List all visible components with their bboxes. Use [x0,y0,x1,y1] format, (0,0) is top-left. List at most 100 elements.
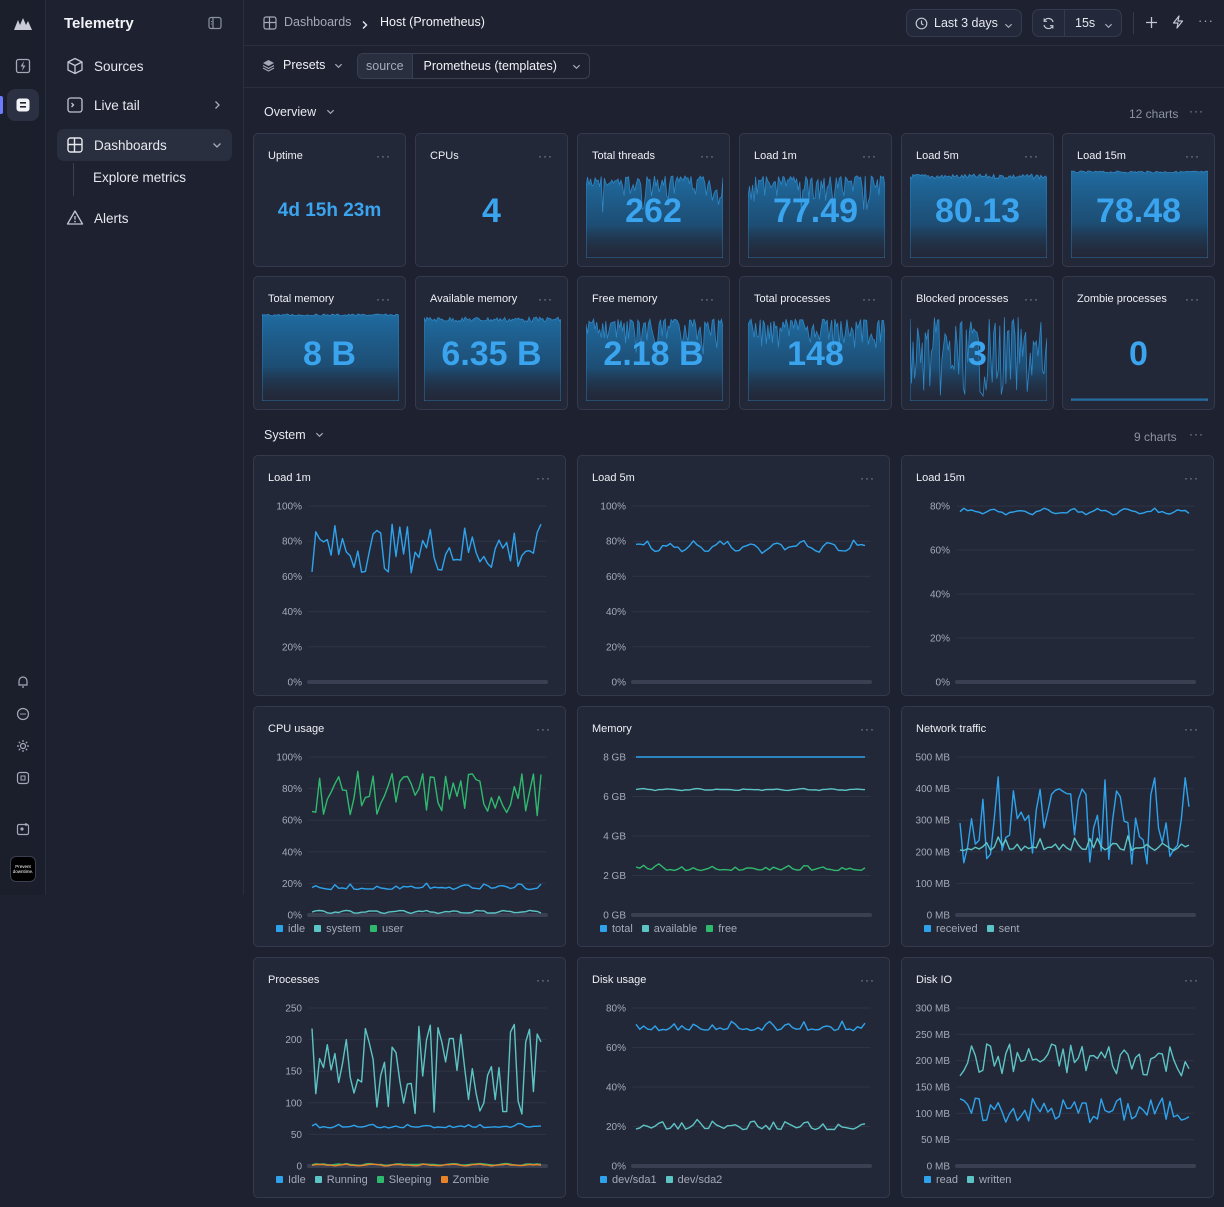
source-filter[interactable]: source Prometheus (templates) [357,53,590,79]
chart-card[interactable]: CPU usage ··· 100% 80% 60% 40% 20% 0% idle system… [253,706,566,947]
more-icon[interactable]: ··· [860,973,875,987]
breadcrumb-root[interactable]: Dashboards [284,15,352,29]
legend-item[interactable]: Running [314,1174,368,1186]
refresh-icon[interactable] [1033,10,1065,36]
more-icon[interactable]: ··· [1184,722,1199,736]
more-icon[interactable]: ··· [538,292,553,306]
stat-card[interactable]: Total processes ··· 148 [739,276,892,410]
chart-card[interactable]: Load 1m ··· 100% 80% 60% 40% 20% 0% [253,455,566,696]
stat-card[interactable]: Available memory ··· 6.35 B [415,276,568,410]
chart-card[interactable]: Processes ··· 250 200 150 100 50 0 Idle Running Sl… [253,957,566,1198]
chart-card[interactable]: Load 15m ··· 80% 60% 40% 20% 0% [901,455,1214,696]
legend-item[interactable]: Zombie [440,1174,489,1186]
logo-icon[interactable] [7,8,39,40]
command-icon[interactable] [7,762,39,794]
stat-card[interactable]: Free memory ··· 2.18 B [577,276,730,410]
legend-item[interactable]: idle [276,923,305,935]
sidebar-item-live-tail[interactable]: Live tail [57,89,232,121]
chat-icon[interactable] [7,698,39,730]
source-filter-key: source [358,54,413,78]
more-icon[interactable]: ··· [1189,427,1204,441]
sidebar-item-dashboards[interactable]: Dashboards [57,129,232,161]
y-tick-label: 0 GB [603,911,626,922]
sidebar-item-sources[interactable]: Sources [57,50,232,82]
legend-item[interactable]: free [706,923,737,935]
plus-icon[interactable] [1145,16,1158,34]
series-line [311,770,542,817]
more-icon[interactable]: ··· [860,471,875,485]
more-icon[interactable]: ··· [1184,471,1199,485]
more-icon[interactable]: ··· [1184,973,1199,987]
chart-card[interactable]: Load 5m ··· 100% 80% 60% 40% 20% 0% [577,455,890,696]
presets-button[interactable]: Presets [262,58,343,72]
more-icon[interactable]: ··· [1185,292,1200,306]
stat-card[interactable]: Total memory ··· 8 B [253,276,406,410]
more-icon[interactable]: ··· [700,149,715,163]
legend-item[interactable]: available [641,923,697,935]
more-icon[interactable]: ··· [862,292,877,306]
legend-item[interactable]: read [924,1174,958,1186]
stat-value: 8 B [303,335,356,373]
legend-item[interactable]: dev/sda1 [600,1174,657,1186]
chart-card[interactable]: Disk IO ··· 300 MB 250 MB 200 MB 150 MB 100 MB… [901,957,1214,1198]
more-icon[interactable]: ··· [376,149,391,163]
stat-card[interactable]: Load 1m ··· 77.49 [739,133,892,267]
lightning-icon[interactable] [1172,15,1184,34]
more-icon[interactable]: ··· [1185,149,1200,163]
y-tick-label: 20% [606,642,626,653]
more-icon[interactable]: ··· [536,973,551,987]
more-icon[interactable]: ··· [1198,13,1214,28]
legend-item[interactable]: dev/sda2 [665,1174,722,1186]
more-icon[interactable]: ··· [860,722,875,736]
stat-card[interactable]: Load 15m ··· 78.48 [1062,133,1215,267]
refresh-control[interactable]: 15s [1032,9,1122,37]
more-icon[interactable]: ··· [1024,149,1039,163]
more-icon[interactable]: ··· [536,471,551,485]
section-system-toggle[interactable]: System [264,428,324,442]
sidebar-item-alerts[interactable]: Alerts [57,202,232,234]
more-icon[interactable]: ··· [700,292,715,306]
legend-item[interactable]: written [967,1174,1011,1186]
stat-card[interactable]: Total threads ··· 262 [577,133,730,267]
y-tick-label: 400 MB [916,784,951,795]
y-tick-label: 0% [288,678,303,689]
more-icon[interactable]: ··· [1189,104,1204,118]
stat-card[interactable]: Load 5m ··· 80.13 [901,133,1054,267]
legend-item[interactable]: sent [986,923,1019,935]
legend-item[interactable]: Idle [276,1174,306,1186]
section-overview-toggle[interactable]: Overview [264,105,335,119]
sun-icon[interactable] [7,730,39,762]
toolbar-divider [1133,12,1134,34]
sidebar-collapse-icon[interactable] [208,16,224,32]
lightning-icon[interactable] [7,50,39,82]
stat-card[interactable]: Zombie processes ··· 0 [1062,276,1215,410]
chart-card[interactable]: Memory ··· 8 GB 6 GB 4 GB 2 GB 0 GB total availa… [577,706,890,947]
chart-card[interactable]: Network traffic ··· 500 MB 400 MB 300 MB 200 … [901,706,1214,947]
legend-item[interactable]: total [600,923,633,935]
section-title: System [264,428,306,442]
telemetry-icon[interactable] [7,89,39,121]
legend-item[interactable]: system [314,923,361,935]
chevron-down-icon [1004,19,1013,33]
user-plus-icon[interactable] [7,813,39,845]
more-icon[interactable]: ··· [862,149,877,163]
more-icon[interactable]: ··· [376,292,391,306]
legend-item[interactable]: Sleeping [376,1174,432,1186]
chart-card[interactable]: Disk usage ··· 80% 60% 40% 20% 0% dev/sda1 dev/s… [577,957,890,1198]
more-icon[interactable]: ··· [536,722,551,736]
stat-card[interactable]: Uptime ··· 4d 15h 23m [253,133,406,267]
bell-icon[interactable] [7,666,39,698]
more-icon[interactable]: ··· [538,149,553,163]
more-icon[interactable]: ··· [1024,292,1039,306]
sidebar-item-explore-metrics[interactable]: Explore metrics [93,170,187,185]
legend-swatch [986,925,994,932]
promo-badge[interactable]: Prevent downtime. [10,856,36,882]
time-range-select[interactable]: Last 3 days [906,9,1022,37]
line-chart: 250 200 150 100 50 0 [285,1004,548,1173]
stat-card[interactable]: Blocked processes ··· 3 [901,276,1054,410]
legend-item[interactable]: received [924,923,978,935]
chart-legend: received sent [924,923,1019,935]
y-tick-label: 300 MB [916,816,951,827]
stat-card[interactable]: CPUs ··· 4 [415,133,568,267]
legend-item[interactable]: user [369,923,403,935]
